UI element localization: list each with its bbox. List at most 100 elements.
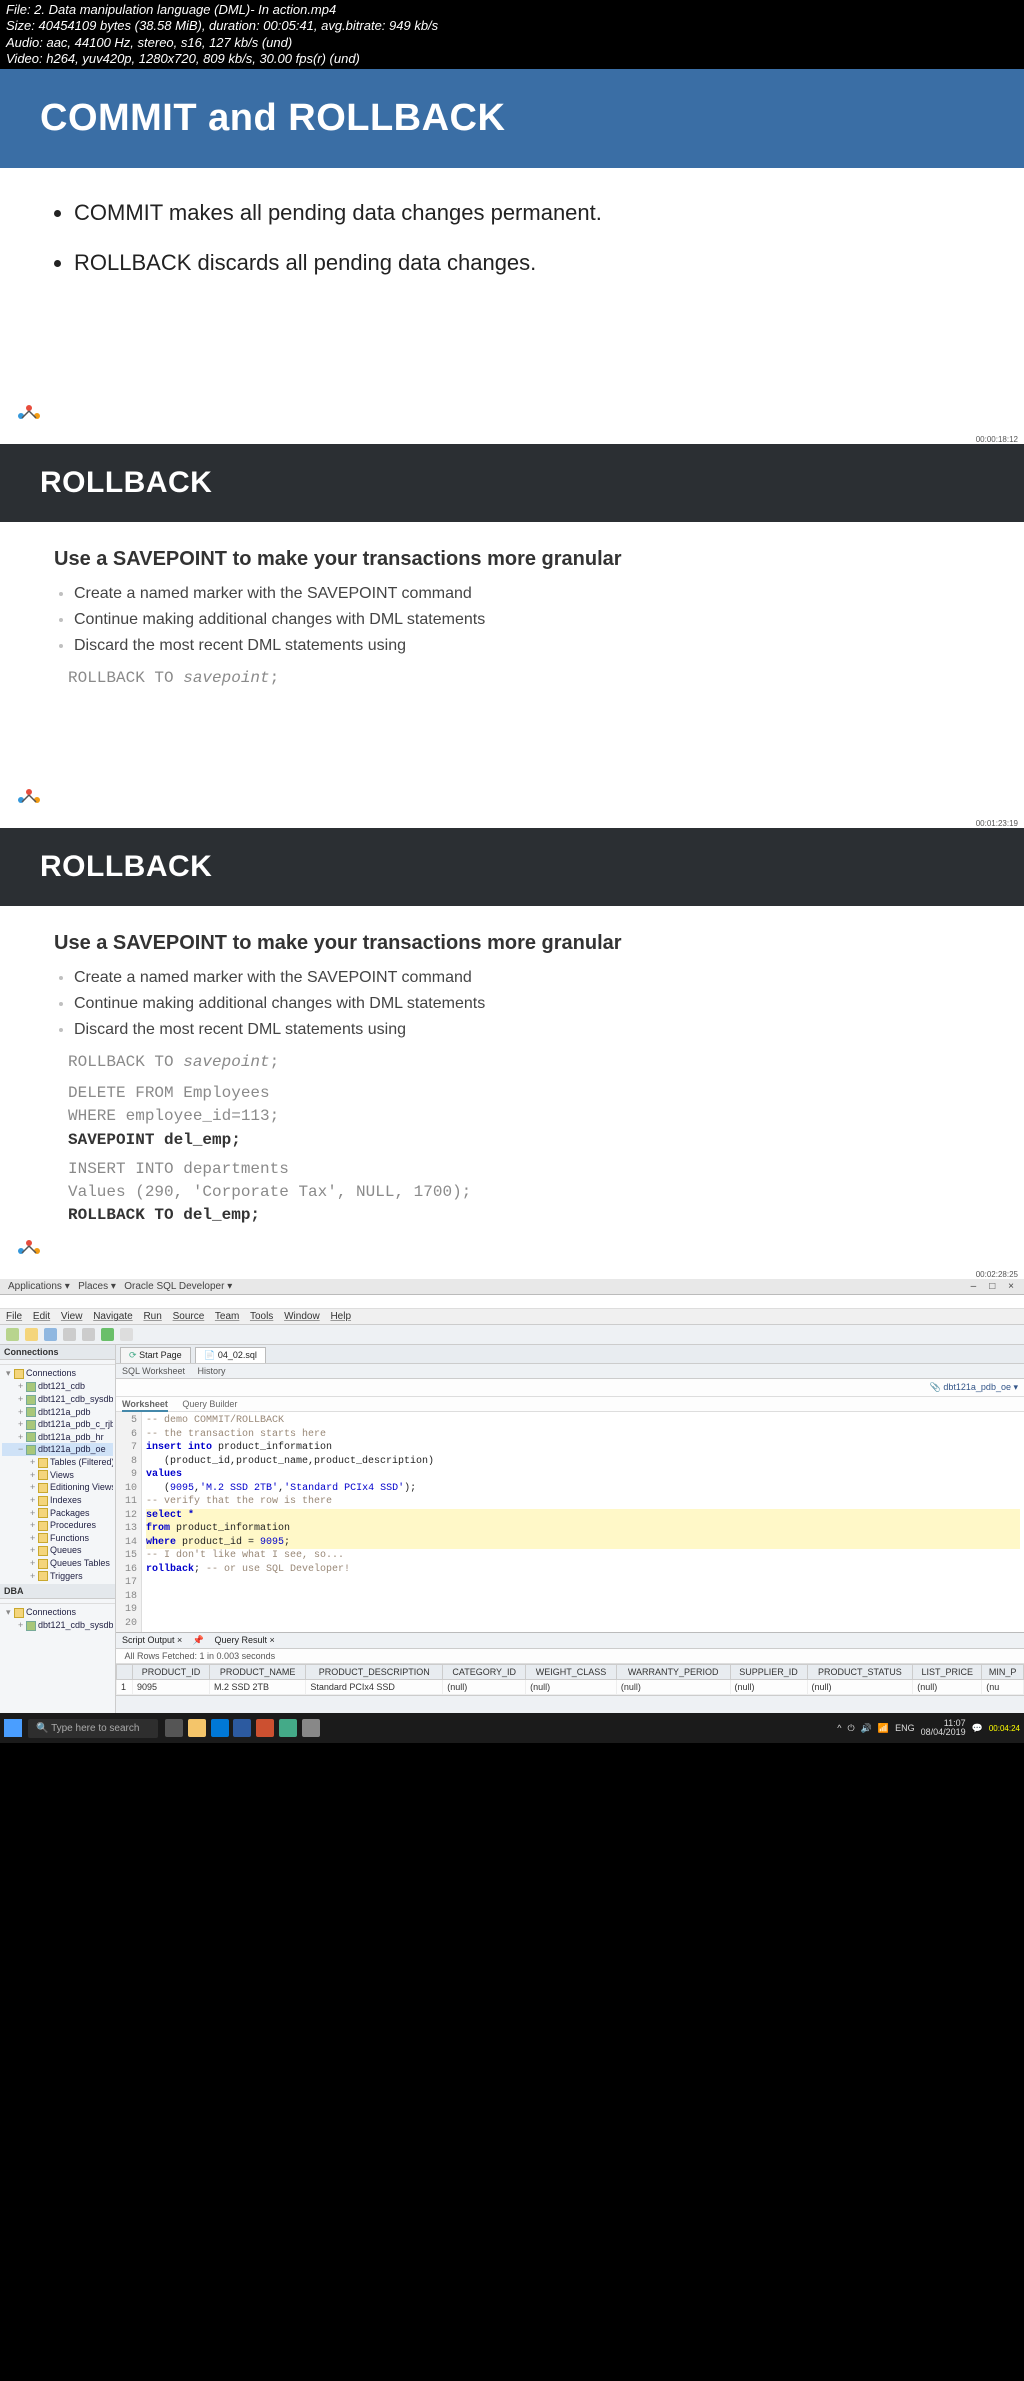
meta-line2: Size: 40454109 bytes (38.58 MiB), durati…	[6, 18, 1018, 34]
slide2-body: Use a SAVEPOINT to make your transaction…	[0, 522, 1024, 782]
tree-item[interactable]: +dbt121_cdb_sysdba	[2, 1393, 113, 1406]
menu-source[interactable]: Source	[173, 1311, 205, 1322]
tree-item[interactable]: +dbt121a_pdb	[2, 1406, 113, 1419]
file-meta: File: 2. Data manipulation language (DML…	[0, 0, 1024, 69]
close-icon[interactable]: ×	[1006, 1281, 1016, 1292]
open-icon[interactable]	[25, 1328, 38, 1341]
line-gutter: 5678 9101112 13141516 17181920	[116, 1412, 142, 1632]
menu-view[interactable]: View	[61, 1311, 83, 1322]
results-grid[interactable]: PRODUCT_IDPRODUCT_NAMEPRODUCT_DESCRIPTIO…	[116, 1664, 1024, 1695]
slide1-body: COMMIT makes all pending data changes pe…	[0, 168, 1024, 398]
dba-tree: ▾Connections +dbt121_cdb_sysdba	[0, 1604, 115, 1634]
menu-help[interactable]: Help	[330, 1311, 351, 1322]
subtab-hist[interactable]: History	[198, 1366, 226, 1376]
sql-editor[interactable]: 5678 9101112 13141516 17181920 -- demo C…	[116, 1412, 1024, 1632]
edge-icon[interactable]	[211, 1719, 229, 1737]
tree-root[interactable]: ▾Connections	[2, 1606, 113, 1619]
menu-edit[interactable]: Edit	[33, 1311, 50, 1322]
search-input[interactable]: 🔍 Type here to search	[28, 1719, 158, 1738]
menu-file[interactable]: File	[6, 1311, 22, 1322]
undo-icon[interactable]	[63, 1328, 76, 1341]
taskview-icon[interactable]	[165, 1719, 183, 1737]
tray-icon[interactable]: 🔊	[861, 1723, 872, 1734]
start-icon[interactable]	[4, 1719, 22, 1737]
new-icon[interactable]	[6, 1328, 19, 1341]
slide-1: COMMIT and ROLLBACK COMMIT makes all pen…	[0, 69, 1024, 444]
tray-icon[interactable]: ⏻	[848, 1723, 855, 1734]
places-menu[interactable]: Places ▾	[78, 1281, 116, 1292]
tree-item[interactable]: +Indexes	[2, 1494, 113, 1507]
subtab-ws[interactable]: SQL Worksheet	[122, 1366, 185, 1376]
pin-icon[interactable]: 📌	[193, 1635, 204, 1646]
notification-icon[interactable]: 💬	[972, 1723, 983, 1734]
ws-tab-qb[interactable]: Query Builder	[182, 1399, 237, 1409]
menu-team[interactable]: Team	[215, 1311, 239, 1322]
slide-2: ROLLBACK Use a SAVEPOINT to make your tr…	[0, 444, 1024, 828]
window-title[interactable]: Oracle SQL Developer ▾	[124, 1281, 232, 1292]
tree-item[interactable]: +Procedures	[2, 1519, 113, 1532]
tree-item[interactable]: +Queues	[2, 1544, 113, 1557]
meta-line4: Video: h264, yuv420p, 1280x720, 809 kb/s…	[6, 51, 1018, 67]
tree-item[interactable]: +dbt121a_pdb_c_rjb	[2, 1418, 113, 1431]
timestamp-overlay: 00:04:24	[989, 1724, 1020, 1733]
slide1-header: COMMIT and ROLLBACK	[0, 69, 1024, 168]
tree-item[interactable]: +Packages	[2, 1507, 113, 1520]
run-icon[interactable]	[101, 1328, 114, 1341]
menu-navigate[interactable]: Navigate	[93, 1311, 132, 1322]
tree-item[interactable]: +Views	[2, 1469, 113, 1482]
ws-tab-worksheet[interactable]: Worksheet	[122, 1399, 168, 1412]
out-tab-query[interactable]: Query Result ×	[215, 1635, 275, 1645]
tree-item[interactable]: +dbt121_cdb	[2, 1380, 113, 1393]
grid-row[interactable]: 19095M.2 SSD 2TBStandard PCIx4 SSD (null…	[117, 1680, 1024, 1695]
meta-line1: File: 2. Data manipulation language (DML…	[6, 2, 1018, 18]
code-lines[interactable]: -- demo COMMIT/ROLLBACK -- the transacti…	[142, 1412, 1024, 1632]
menu-tools[interactable]: Tools	[250, 1311, 273, 1322]
out-tab-script[interactable]: Script Output ×	[122, 1635, 182, 1645]
app-icon[interactable]	[256, 1719, 274, 1737]
slide-3: ROLLBACK Use a SAVEPOINT to make your tr…	[0, 828, 1024, 1279]
slide2-header: ROLLBACK	[0, 444, 1024, 522]
slide2-b3: Discard the most recent DML statements u…	[74, 637, 970, 655]
tree-item[interactable]: +Triggers	[2, 1570, 113, 1583]
debug-icon[interactable]	[120, 1328, 133, 1341]
store-icon[interactable]	[233, 1719, 251, 1737]
connections-tree: ▾Connections +dbt121_cdb +dbt121_cdb_sys…	[0, 1365, 115, 1584]
clock[interactable]: 11:0708/04/2019	[921, 1719, 966, 1737]
timestamp: 00:02:28:25	[0, 1270, 1024, 1279]
tree-item[interactable]: +Tables (Filtered)	[2, 1456, 113, 1469]
editor-area: ⟳ Start Page 📄 04_02.sql SQL Worksheet H…	[116, 1345, 1024, 1713]
menu-run[interactable]: Run	[143, 1311, 161, 1322]
tree-item[interactable]: +Functions	[2, 1532, 113, 1545]
slide2-code: ROLLBACK TO savepoint;	[68, 667, 970, 690]
menu-bar: File Edit View Navigate Run Source Team …	[0, 1309, 1024, 1325]
fetch-status: All Rows Fetched: 1 in 0.003 seconds	[125, 1651, 276, 1661]
tray-up-icon[interactable]: ^	[837, 1723, 841, 1733]
maximize-icon[interactable]: □	[987, 1281, 997, 1292]
conn-selector[interactable]: 📎 dbt121a_pdb_oe ▾	[930, 1382, 1018, 1393]
tree-item-active[interactable]: −dbt121a_pdb_oe	[2, 1443, 113, 1456]
ide-window: Applications ▾ Places ▾ Oracle SQL Devel…	[0, 1279, 1024, 1713]
slide1-bullet-1: COMMIT makes all pending data changes pe…	[74, 200, 974, 226]
explorer-icon[interactable]	[188, 1719, 206, 1737]
tree-item[interactable]: +dbt121a_pdb_hr	[2, 1431, 113, 1444]
timestamp: 00:01:23:19	[0, 819, 1024, 828]
apps-menu[interactable]: Applications ▾	[8, 1281, 70, 1292]
tree-item[interactable]: +Queues Tables	[2, 1557, 113, 1570]
tray-lang[interactable]: ENG	[895, 1723, 915, 1733]
menu-window[interactable]: Window	[284, 1311, 320, 1322]
slide3-code: ROLLBACK TO savepoint; DELETE FROM Emplo…	[68, 1051, 970, 1227]
output-panel: Script Output × 📌 Query Result × All Row…	[116, 1632, 1024, 1695]
tray-icon[interactable]: 📶	[878, 1723, 889, 1734]
app-icon[interactable]	[302, 1719, 320, 1737]
app-icon[interactable]	[279, 1719, 297, 1737]
logo-icon	[0, 782, 1024, 819]
desktop-topbar: Applications ▾ Places ▾ Oracle SQL Devel…	[0, 1279, 1024, 1295]
tree-item[interactable]: +dbt121_cdb_sysdba	[2, 1619, 113, 1632]
tree-root[interactable]: ▾Connections	[2, 1367, 113, 1380]
save-icon[interactable]	[44, 1328, 57, 1341]
tab-start[interactable]: ⟳ Start Page	[120, 1347, 191, 1363]
minimize-icon[interactable]: –	[968, 1281, 978, 1292]
tab-file[interactable]: 📄 04_02.sql	[195, 1347, 266, 1363]
redo-icon[interactable]	[82, 1328, 95, 1341]
tree-item[interactable]: +Editioning Views	[2, 1481, 113, 1494]
